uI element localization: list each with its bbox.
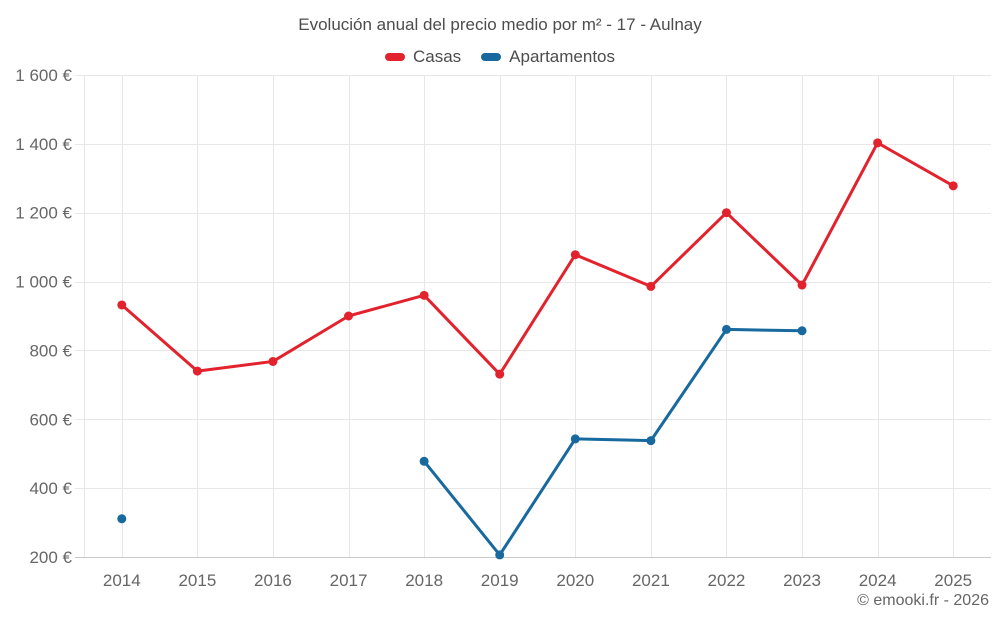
series-line-casas [120,141,955,376]
legend-marker-casas-icon [384,53,405,61]
point-casas-2023[interactable] [797,280,807,290]
x-axis-label: 2015 [178,571,216,590]
y-axis-label: 1 200 € [15,204,72,223]
x-axis-label: 2016 [254,571,292,590]
y-axis-label: 1 600 € [15,66,72,85]
y-axis-label: 1 000 € [15,273,72,292]
x-axis-label: 2019 [481,571,519,590]
y-axis-label: 400 € [29,479,72,498]
chart-title: Evolución anual del precio medio por m² … [298,15,702,34]
y-axis-label: 200 € [29,548,72,567]
point-casas-2019[interactable] [495,369,505,379]
x-axis-label: 2017 [330,571,368,590]
point-apartamentos-2014[interactable] [117,514,127,524]
point-apartamentos-2018[interactable] [419,456,429,466]
legend-item-casas[interactable]: Casas [384,47,462,67]
point-casas-2024[interactable] [873,138,883,148]
legend: Casas Apartamentos [0,47,1000,67]
point-apartamentos-2022[interactable] [721,324,731,334]
point-apartamentos-2019[interactable] [495,550,505,560]
x-axis-label: 2024 [859,571,897,590]
point-casas-2015[interactable] [192,366,202,376]
point-apartamentos-2020[interactable] [570,434,580,444]
point-casas-2020[interactable] [570,250,580,260]
y-axis-label: 800 € [29,341,72,360]
point-casas-2014[interactable] [117,300,127,310]
x-axis-label: 2018 [405,571,443,590]
x-axis-label: 2020 [556,571,594,590]
point-casas-2018[interactable] [419,290,429,300]
x-axis-label: 2025 [934,571,972,590]
x-axis-label: 2014 [103,571,141,590]
point-apartamentos-2023[interactable] [797,326,807,336]
point-casas-2022[interactable] [721,208,731,218]
point-casas-2016[interactable] [268,356,278,366]
legend-marker-apartamentos-icon [481,53,502,61]
series-line-apartamentos [422,327,804,557]
x-axis-label: 2021 [632,571,670,590]
point-casas-2017[interactable] [344,311,354,321]
y-axis-label: 1 400 € [15,135,72,154]
point-apartamentos-2021[interactable] [646,436,656,446]
x-axis-label: 2023 [783,571,821,590]
point-casas-2021[interactable] [646,281,656,291]
credit-link[interactable]: © emooki.fr - 2026 [857,592,989,609]
legend-item-apartamentos[interactable]: Apartamentos [481,47,615,67]
y-axis-label: 600 € [29,410,72,429]
point-casas-2025[interactable] [948,181,958,191]
x-axis-label: 2022 [708,571,746,590]
legend-label-apartamentos: Apartamentos [509,47,616,66]
legend-label-casas: Casas [412,47,462,66]
